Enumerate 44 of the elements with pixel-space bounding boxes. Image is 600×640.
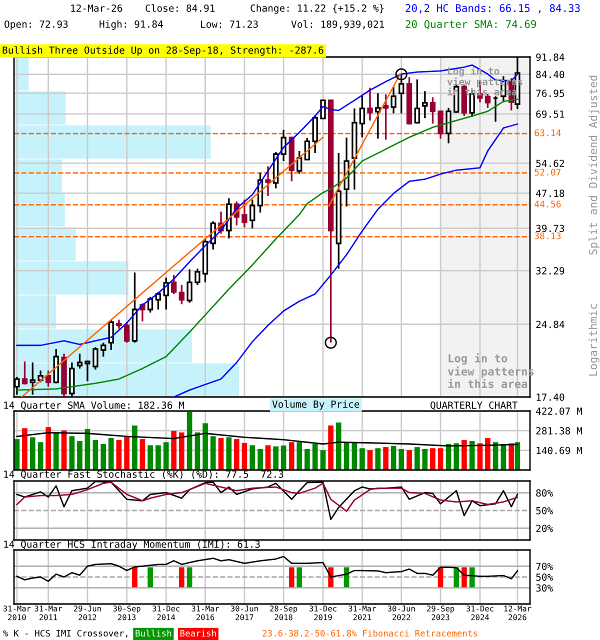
text: Open: 72.93 <box>4 20 68 30</box>
ref-line-label: 52.07 <box>534 168 561 176</box>
text: Change: 11.22 {+15.2 %} <box>250 4 384 14</box>
chart-title: 14 Quarter HCS Intraday Momentum (IMI): 61.3 <box>4 540 260 550</box>
y-tick-label: 32.29 <box>536 267 564 274</box>
y-tick-label: 76.95 <box>536 90 564 98</box>
text: 23.6-38.2-50-61.8% Fibonacci Retracements <box>262 630 478 637</box>
text: Split and Dividend Adjusted <box>588 76 600 255</box>
y-tick-label: 422.07 M <box>536 408 582 415</box>
text: Logarithmic <box>588 304 600 376</box>
y-tick-label: 30% <box>536 584 553 592</box>
chart-title: 14 Quarter Fast Stochastic (%K) (%D): 77.5 72.3 <box>4 470 284 479</box>
y-tick-label: 54.62 <box>536 160 564 168</box>
y-tick-label: 84.40 <box>536 70 564 78</box>
y-tick-label: 24.84 <box>536 320 564 328</box>
y-tick-label: 17.40 <box>536 394 564 401</box>
y-tick-label: 69.51 <box>536 110 564 118</box>
y-tick-label: 50% <box>536 507 553 514</box>
y-tick-label: 80% <box>536 489 553 497</box>
text: Bullish <box>136 630 172 637</box>
ref-line-label: 63.14 <box>534 129 561 136</box>
y-tick-label: 47.18 <box>536 190 564 197</box>
text: Close: 84.91 <box>146 4 215 12</box>
text: Vol: 189,939,021 <box>291 20 384 30</box>
y-tick-label: 91.84 <box>536 54 564 61</box>
text: QUARTERLY CHART <box>430 401 518 410</box>
text: 20,2 HC Bands: 66.15 , 84.33 <box>406 4 580 14</box>
text: 12-Mar-26 <box>71 4 122 12</box>
text: 20 Quarter SMA: 74.69 <box>406 20 536 30</box>
y-tick-label: 281.38 M <box>536 427 582 435</box>
text: High: 91.84 <box>100 20 163 30</box>
ref-line-label: 38.13 <box>534 232 561 240</box>
legend-title: % K - HCS IMI Crossover, <box>3 630 128 638</box>
y-tick-label: 20% <box>536 524 553 532</box>
ref-line-label: 44.56 <box>534 200 561 208</box>
y-tick-label: 50% <box>536 574 553 581</box>
y-tick-label: 70% <box>536 562 553 570</box>
chart-title: 14 Quarter SMA Volume: 182.36 M <box>4 401 184 410</box>
text: Volume By Price <box>272 400 360 410</box>
y-tick-label: 140.69 M <box>536 446 582 454</box>
text: Bearish <box>180 630 216 637</box>
text: Bullish Three Outside Up on 28-Sep-18, Strength: -287.6 <box>2 46 324 56</box>
y-tick-label: 39.73 <box>536 224 564 232</box>
text: Low: 71.23 <box>201 20 258 28</box>
